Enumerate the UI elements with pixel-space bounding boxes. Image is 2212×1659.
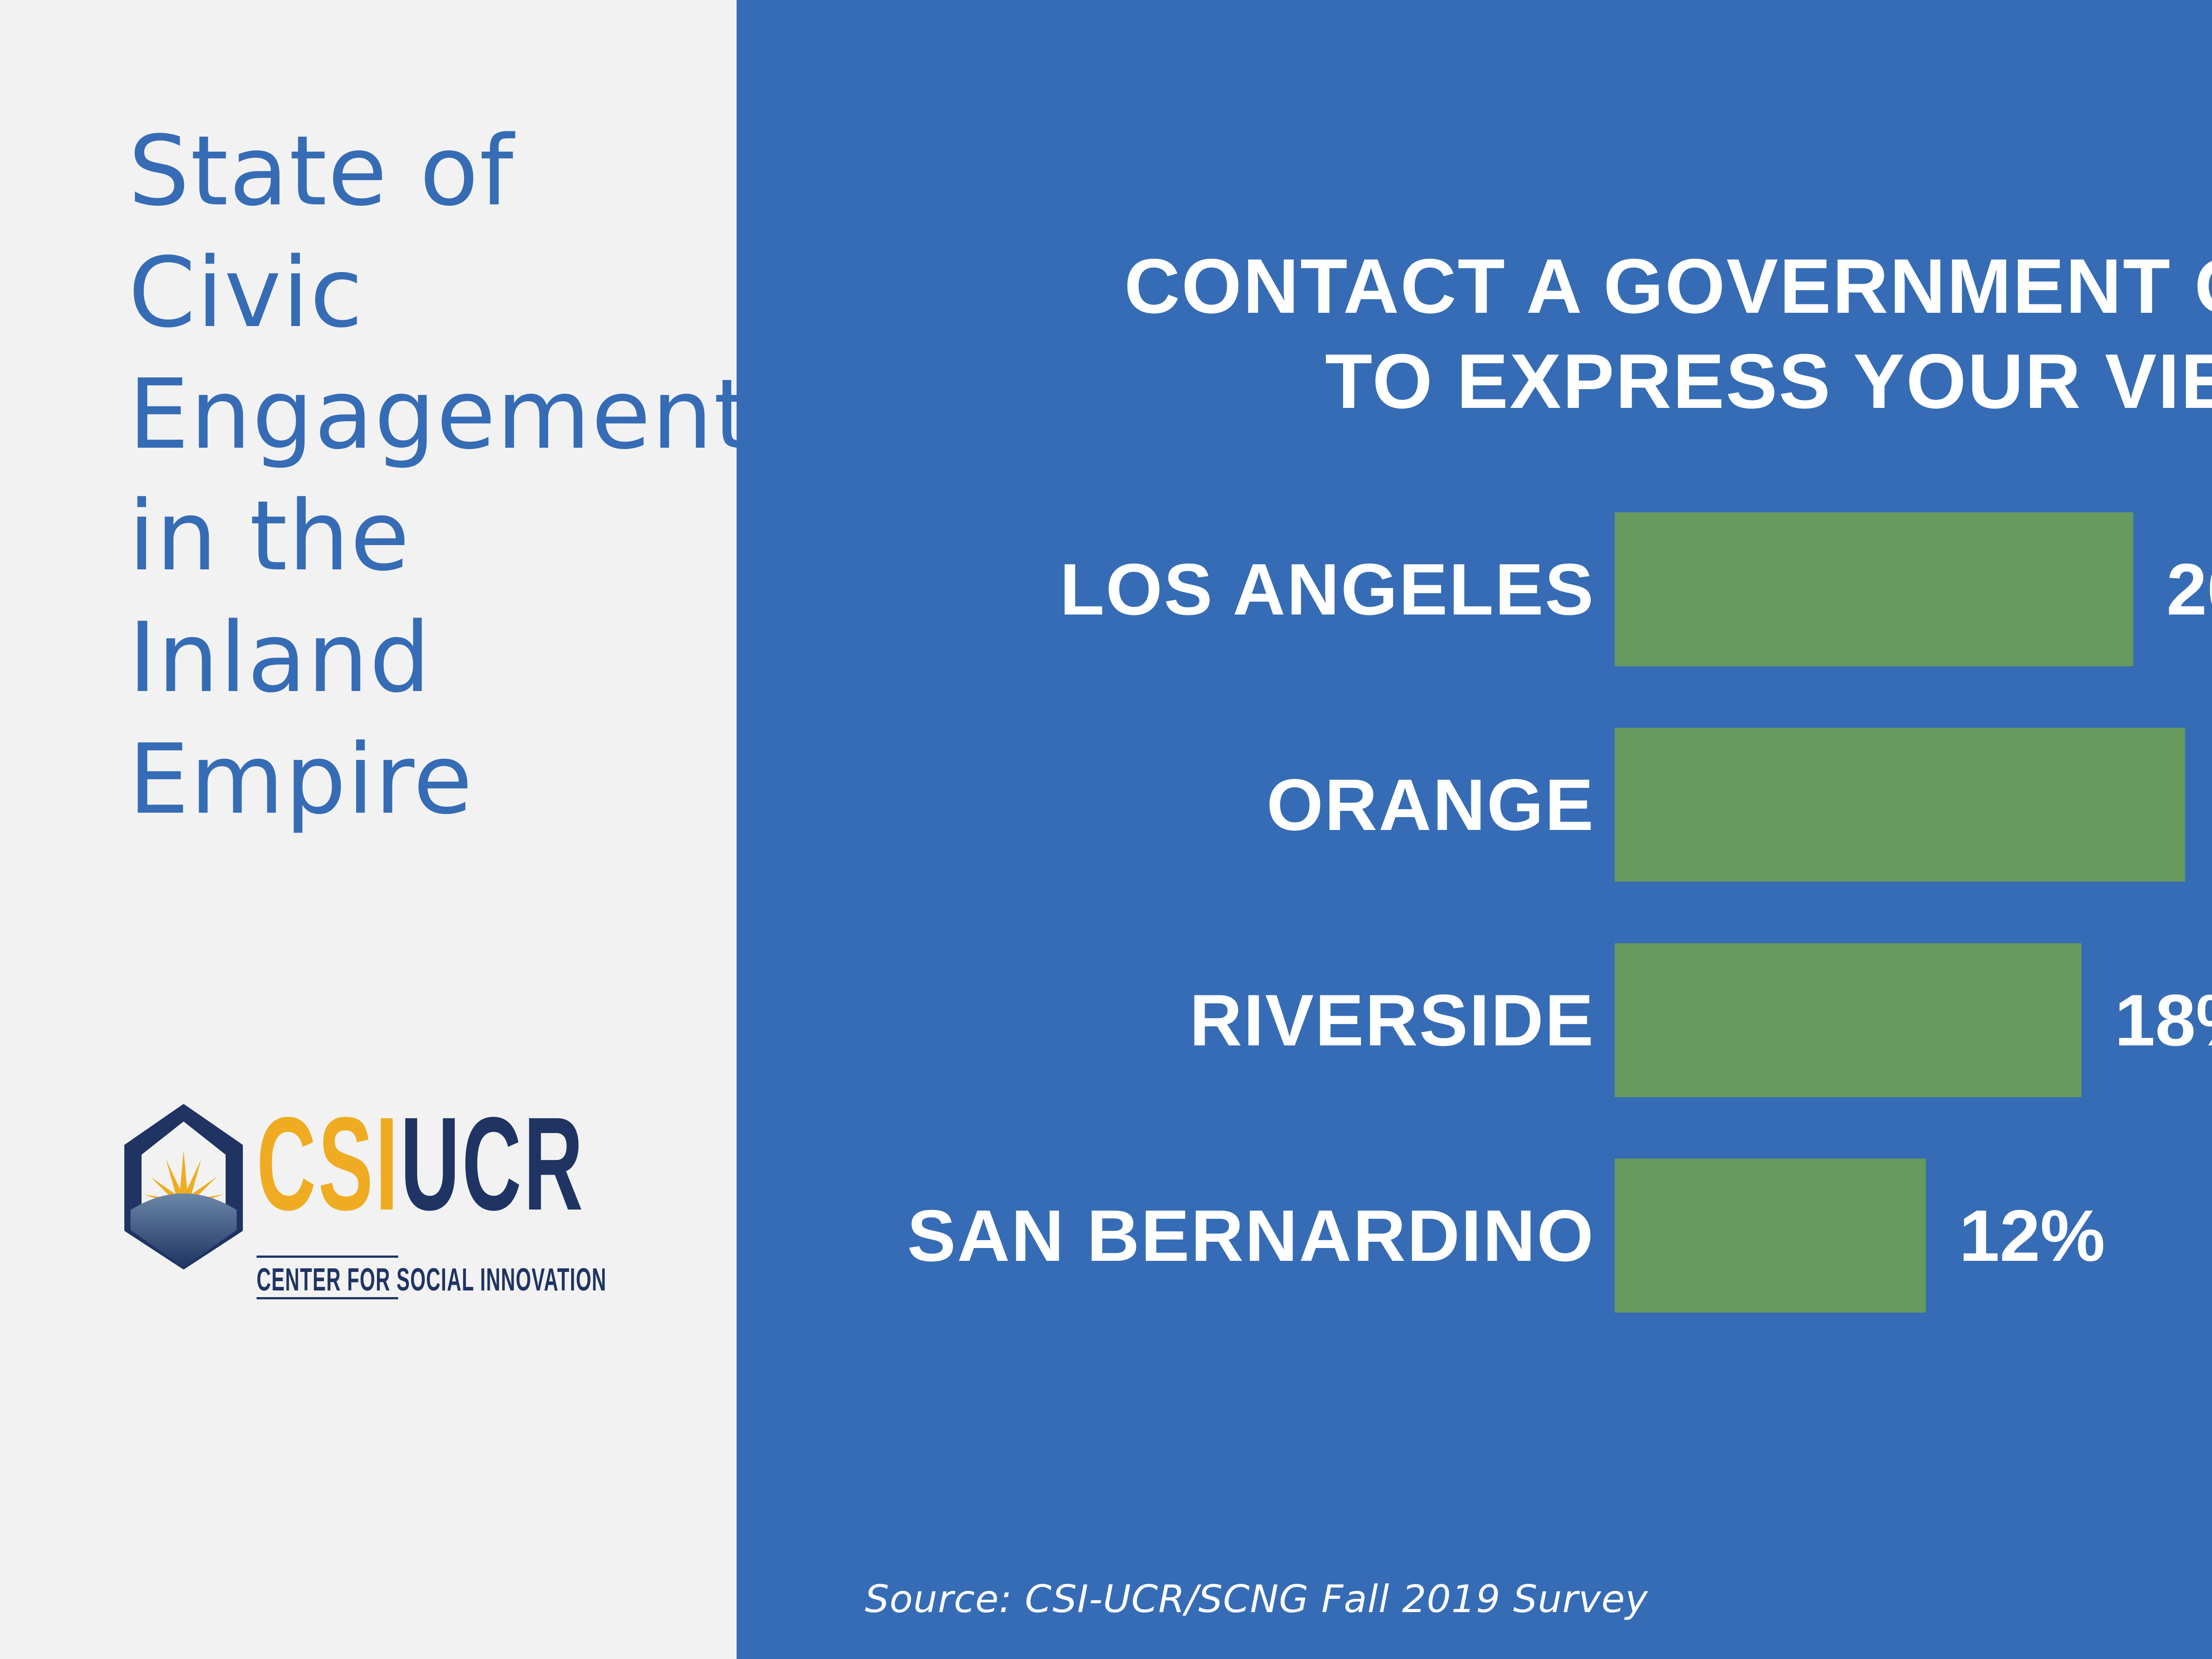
chart-panel: CONTACT A GOVERNMENT OFFICIAL TO EXPRESS… [737,0,2212,1659]
value-label: 18% [2115,979,2212,1061]
report-title-line: in the [128,480,411,592]
chart-title-line: CONTACT A GOVERNMENT OFFICIAL [1124,243,2212,330]
category-label: RIVERSIDE [1190,979,1595,1061]
report-title-line: Empire [128,724,474,836]
logo-wordmark: CSIUCR [257,1097,585,1230]
report-title-line: State of [128,115,515,227]
category-label: LOS ANGELES [1060,549,1595,630]
report-title-line: Engagement [128,359,753,471]
category-label: SAN BERNARDINO [907,1195,1595,1276]
value-label: 20% [2166,549,2212,630]
sunrise-hexagon-icon [124,1104,243,1269]
report-title-line: Civic [128,237,364,349]
bar [1615,512,2133,666]
value-label: 12% [1959,1195,2105,1276]
logo-csi-text: CSI [257,1089,400,1238]
report-title: State of Civic Engagement in the Inland … [128,111,753,841]
sidebar-panel: State of Civic Engagement in the Inland … [0,0,753,1659]
bar [1615,1159,1926,1313]
report-title-line: Inland [128,602,432,714]
logo-divider-top [257,1256,398,1258]
logo-divider-bottom [257,1297,398,1299]
source-note: Source: CSI-UCR/SCNG Fall 2019 Survey [865,1577,1648,1621]
logo-subtitle: CENTER FOR SOCIAL INNOVATION [257,1262,607,1298]
logo-ucr-text: UCR [400,1089,585,1238]
chart-title-line: TO EXPRESS YOUR VIEWS [1325,338,2212,425]
category-label: ORANGE [1267,764,1595,845]
chart-title: CONTACT A GOVERNMENT OFFICIAL TO EXPRESS… [737,239,2212,429]
csi-ucr-logo: CSIUCR CENTER FOR SOCIAL INNOVATION [113,1097,622,1299]
bar [1615,943,2081,1097]
bar [1615,728,2185,882]
